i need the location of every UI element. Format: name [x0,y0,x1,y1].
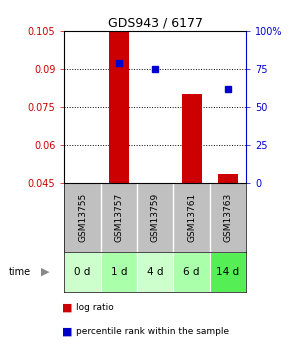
Text: percentile rank within the sample: percentile rank within the sample [76,327,229,336]
Text: 1 d: 1 d [111,267,127,277]
Bar [218,174,238,183]
Text: ■: ■ [62,302,72,312]
Text: ■: ■ [62,326,72,336]
Text: 0 d: 0 d [74,267,91,277]
Text: GSM13759: GSM13759 [151,193,160,242]
Bar [137,252,173,292]
Text: GSM13761: GSM13761 [187,193,196,242]
Bar [109,32,129,183]
Bar [210,252,246,292]
Text: log ratio: log ratio [76,303,114,312]
Text: ▶: ▶ [41,267,50,277]
Bar [182,94,202,183]
Bar [101,252,137,292]
Text: 14 d: 14 d [217,267,239,277]
Text: GSM13763: GSM13763 [224,193,232,242]
Text: time: time [9,267,31,277]
Bar [64,252,101,292]
Text: GSM13755: GSM13755 [78,193,87,242]
Text: 6 d: 6 d [183,267,200,277]
Text: GSM13757: GSM13757 [115,193,123,242]
Text: 4 d: 4 d [147,267,163,277]
Title: GDS943 / 6177: GDS943 / 6177 [108,17,203,30]
Bar [173,252,210,292]
